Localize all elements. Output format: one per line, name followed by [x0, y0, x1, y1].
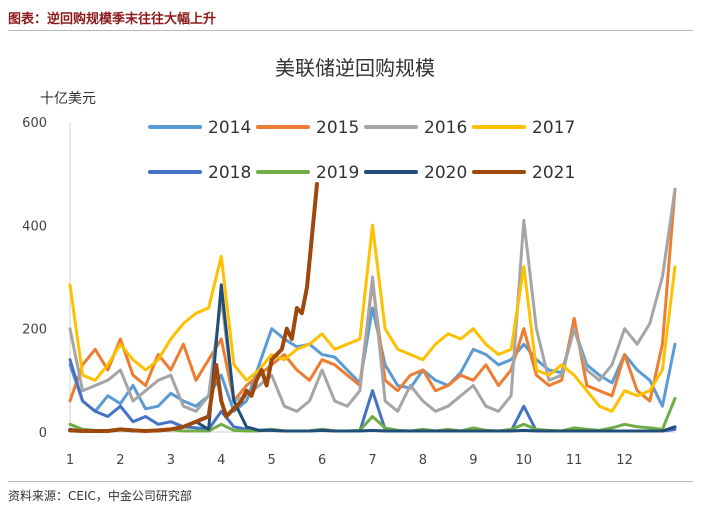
x-tick-label: 8: [419, 453, 427, 468]
top-divider: [8, 30, 693, 31]
y-tick-label: 400: [22, 219, 47, 234]
x-tick-labels: 1 2 3 4 5 6 7 8 9 10 11 12: [66, 453, 633, 468]
x-tick-label: 9: [469, 453, 477, 468]
legend-label-2014: 2014: [208, 118, 251, 138]
legend-label-2021: 2021: [532, 163, 575, 183]
legend-label-2016: 2016: [424, 118, 467, 138]
chart-title: 美联储逆回购规模: [275, 56, 435, 80]
x-tick-label: 1: [66, 453, 74, 468]
bottom-divider: [8, 481, 693, 482]
x-tick-label: 6: [318, 453, 326, 468]
y-axis-unit-label: 十亿美元: [40, 91, 96, 107]
y-tick-labels: 0 200 400 600: [22, 116, 47, 441]
y-tick-label: 0: [39, 426, 47, 441]
x-tick-label: 3: [167, 453, 175, 468]
source-note: 资料来源：CEIC，中金公司研究部: [8, 489, 192, 503]
x-tick-label: 5: [268, 453, 276, 468]
legend-label-2019: 2019: [316, 163, 359, 183]
series-line-2021: [68, 182, 319, 433]
y-tick-label: 600: [22, 116, 47, 131]
x-tick-label: 4: [217, 453, 225, 468]
x-tick-label: 11: [566, 453, 583, 468]
x-tick-label: 10: [515, 453, 532, 468]
x-tick-label: 2: [116, 453, 124, 468]
legend: 2014 2015 2016 2017 2018 2019 2020 2021: [148, 118, 575, 183]
series-line-2016: [68, 187, 677, 413]
series-lines: [68, 182, 677, 433]
legend-label-2017: 2017: [532, 118, 575, 138]
figure-caption: 图表：逆回购规模季末往往大幅上升: [8, 12, 217, 27]
legend-label-2018: 2018: [208, 163, 251, 183]
series-line-2015: [68, 187, 677, 403]
y-tick-label: 200: [22, 323, 47, 338]
x-tick-label: 7: [368, 453, 376, 468]
x-tick-label: 12: [616, 453, 633, 468]
legend-label-2020: 2020: [424, 163, 467, 183]
legend-label-2015: 2015: [316, 118, 359, 138]
series-line-2017: [68, 223, 677, 413]
